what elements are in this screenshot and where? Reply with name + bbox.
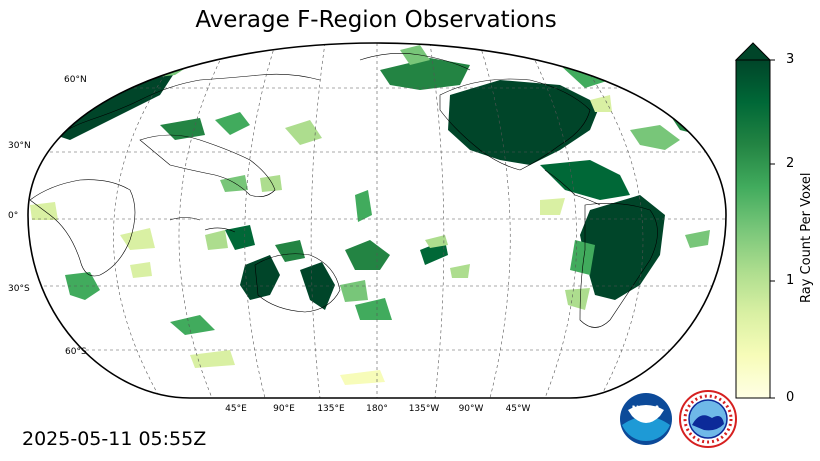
lat-label-30s: 30°S (8, 284, 30, 294)
coastlines (29, 53, 716, 328)
timestamp: 2025-05-11 05:55Z (22, 428, 207, 450)
noaa-logo: NOAA (620, 393, 672, 445)
lon-label-45e: 45°E (225, 404, 247, 414)
colorbar-tick-0: 0 (786, 390, 795, 405)
lon-label-90w: 90°W (458, 404, 484, 414)
lat-label-60n: 60°N (64, 75, 87, 85)
colorbar-tick-3: 3 (786, 52, 795, 67)
lon-label-135e: 135°E (317, 404, 345, 414)
globe-outline (27, 42, 727, 399)
colorbar-gradient (735, 59, 771, 399)
colorbar-extend-arrow (734, 42, 772, 61)
lon-label-90e: 90°E (273, 404, 295, 414)
lon-label-45w: 45°W (505, 404, 531, 414)
globe-map (28, 43, 726, 398)
map-title: Average F-Region Observations (195, 7, 557, 33)
lon-label-180: 180° (366, 404, 388, 414)
national-weather-service-logo (679, 390, 737, 448)
lon-label-135w: 135°W (408, 404, 440, 414)
colorbar (734, 42, 775, 399)
lat-label-60s: 60°S (65, 347, 87, 357)
graticule (28, 43, 726, 398)
lat-label-0: 0° (8, 211, 19, 221)
colorbar-tick-1: 1 (786, 273, 795, 288)
colorbar-ticks (770, 59, 775, 399)
svg-text:NOAA: NOAA (632, 405, 661, 415)
colorbar-label: Ray Count Per Voxel (799, 172, 814, 303)
lat-label-30n: 30°N (8, 141, 31, 151)
colorbar-tick-2: 2 (786, 156, 795, 171)
